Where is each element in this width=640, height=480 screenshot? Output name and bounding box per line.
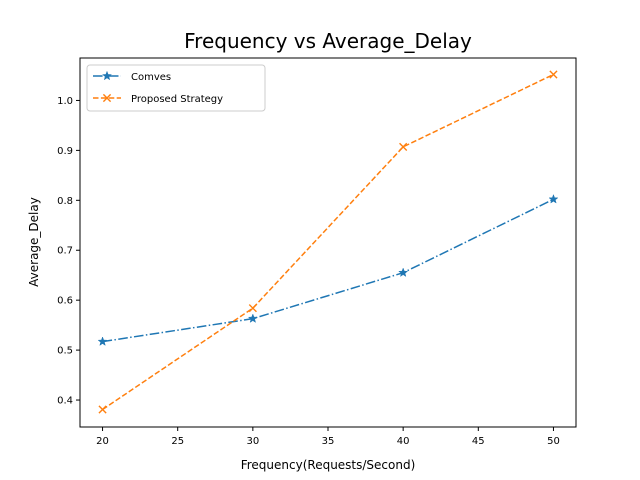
legend-label-1: Proposed Strategy bbox=[131, 94, 223, 105]
data-point-0 bbox=[247, 313, 258, 323]
y-tick-label: 1.0 bbox=[57, 96, 73, 107]
x-axis-ticks: 20 25 30 35 40 45 50 bbox=[96, 427, 560, 447]
x-tick-label: 50 bbox=[547, 436, 560, 447]
data-point-0 bbox=[398, 267, 409, 278]
data-point-1 bbox=[248, 304, 257, 313]
y-tick-label: 0.9 bbox=[57, 146, 73, 157]
y-axis-ticks: 0.4 0.5 0.6 0.7 0.8 0.9 1.0 bbox=[57, 96, 80, 407]
x-tick-label: 30 bbox=[246, 436, 259, 447]
y-tick-label: 0.8 bbox=[57, 196, 73, 207]
y-tick-label: 0.7 bbox=[57, 246, 73, 257]
series-layer bbox=[97, 70, 559, 414]
x-axis-label: Frequency(Requests/Second) bbox=[241, 458, 416, 472]
x-tick-label: 40 bbox=[397, 436, 410, 447]
series-line-1 bbox=[102, 73, 554, 411]
y-tick-label: 0.5 bbox=[57, 346, 73, 357]
axes-frame bbox=[79, 57, 577, 428]
series-line-0 bbox=[102, 198, 554, 343]
data-point-0 bbox=[548, 193, 559, 204]
y-tick-label: 0.4 bbox=[57, 396, 73, 407]
y-axis-label: Average_Delay bbox=[27, 197, 41, 287]
chart-title: Frequency vs Average_Delay bbox=[184, 29, 472, 53]
legend-label-0: Comves bbox=[131, 72, 171, 83]
x-tick-label: 35 bbox=[322, 436, 335, 447]
legend-box bbox=[86, 64, 266, 112]
data-point-1 bbox=[98, 405, 107, 414]
x-tick-label: 45 bbox=[472, 436, 485, 447]
legend-marker-1 bbox=[102, 93, 112, 103]
x-tick-label: 20 bbox=[96, 436, 109, 447]
legend: Comves Proposed Strategy bbox=[86, 64, 266, 112]
y-tick-label: 0.6 bbox=[57, 296, 73, 307]
data-point-1 bbox=[549, 70, 558, 79]
legend-marker-0 bbox=[101, 70, 113, 81]
data-point-0 bbox=[97, 336, 108, 346]
data-point-1 bbox=[399, 142, 408, 151]
x-tick-label: 25 bbox=[171, 436, 184, 447]
